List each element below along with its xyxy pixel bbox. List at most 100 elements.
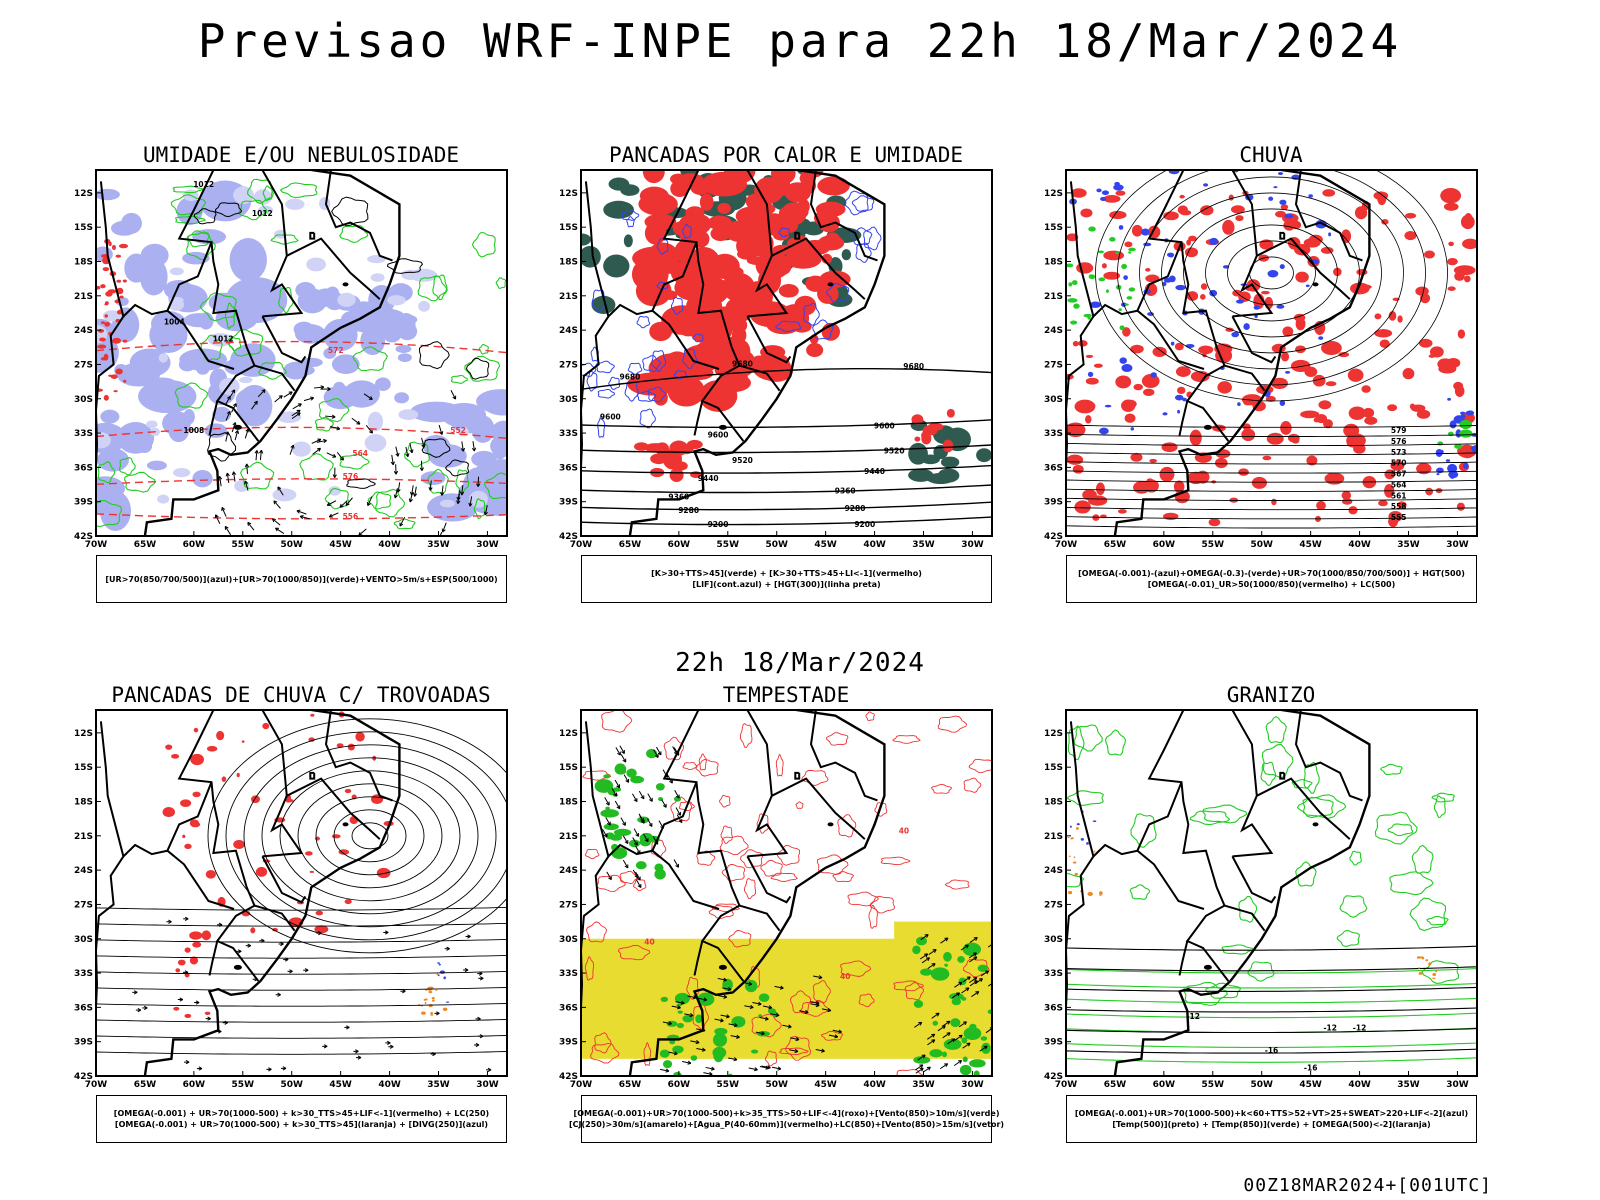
- wind-vector: [345, 497, 353, 506]
- political-border: [1294, 710, 1363, 802]
- instability-red: [817, 176, 850, 196]
- wind-vector: [461, 441, 464, 452]
- wind-vector: [951, 992, 960, 999]
- instability-red: [674, 240, 695, 262]
- streamline-arrow: [224, 1020, 229, 1025]
- wind-vector: [317, 447, 321, 452]
- instability-red: [911, 414, 924, 425]
- wind-vector: [290, 444, 295, 449]
- wind-vector: [983, 1045, 988, 1050]
- rain-red: [1282, 326, 1294, 337]
- rain-red: [1243, 400, 1254, 406]
- contour-label: 9200: [854, 520, 875, 529]
- precipitable-water-contour: [880, 856, 911, 866]
- wind-vector: [730, 1035, 740, 1038]
- instability-red: [642, 190, 673, 215]
- lake-marker: [827, 282, 834, 287]
- rain-red: [1378, 500, 1388, 507]
- political-border: [746, 710, 789, 858]
- humidity-contour-green: [97, 461, 116, 484]
- political-border: [1066, 315, 1095, 472]
- instability-red: [670, 180, 690, 198]
- wind-vector: [973, 977, 978, 981]
- temperature-850-contour: [1302, 794, 1347, 819]
- storm-red: [344, 899, 352, 905]
- thickness-contour: [96, 426, 507, 440]
- rain-blue: [1121, 363, 1133, 372]
- wind-vector: [421, 437, 425, 448]
- precipitable-water-contour: [801, 769, 829, 786]
- wind-vector: [327, 386, 331, 392]
- wind-vector: [619, 745, 625, 754]
- humidity-contour-green: [258, 362, 287, 380]
- wind-vector: [368, 396, 373, 400]
- contour-label: 564: [352, 449, 368, 458]
- contour-label: 570: [1391, 459, 1407, 468]
- wind-vector: [647, 793, 653, 802]
- humidity-fill: [367, 411, 384, 432]
- humidity-contour-green: [174, 382, 208, 409]
- lon-tick-label: 40W: [378, 540, 401, 550]
- humidity-fill: [272, 488, 297, 502]
- wind-vector: [768, 1005, 773, 1010]
- wind-vector: [720, 1014, 730, 1018]
- wind-850-green: [594, 779, 614, 793]
- wind-850-green: [609, 834, 623, 841]
- wind-vector: [231, 389, 236, 394]
- lat-tick-label: 30S: [559, 395, 578, 405]
- lat-tick-label: 21S: [559, 832, 578, 842]
- wind-vector: [261, 389, 266, 394]
- humidity-fill: [172, 468, 191, 478]
- humidity-contour-green: [455, 469, 470, 494]
- lat-tick-label: 18S: [1044, 258, 1063, 268]
- lon-tick-label: 45W: [814, 540, 837, 550]
- storm-orange: [423, 998, 427, 1001]
- precipitable-water-contour: [937, 715, 968, 733]
- lifted-index-contour: [586, 370, 598, 392]
- streamline-arrow: [318, 931, 322, 936]
- wind-850-green: [695, 1014, 703, 1024]
- red-cells: [100, 321, 106, 324]
- humidity-contour-green: [224, 302, 236, 330]
- temperature-850-contour: [1411, 844, 1434, 874]
- rain-red: [1346, 433, 1366, 448]
- wind-vector: [442, 522, 447, 533]
- wind-vector: [974, 978, 983, 985]
- lifted-index-contour: [597, 415, 606, 438]
- lat-tick-label: 36S: [559, 1003, 578, 1013]
- wind-vector: [339, 503, 344, 508]
- wind-vector: [980, 970, 989, 977]
- rain-red: [1364, 416, 1378, 425]
- contour-label: 1004: [164, 317, 185, 326]
- wind-vector: [468, 502, 473, 507]
- omega-orange: [1416, 956, 1422, 959]
- rain-blue: [1267, 270, 1279, 278]
- humidity-contour-green: [417, 275, 448, 302]
- political-border: [261, 315, 307, 364]
- rain-blue: [1104, 404, 1112, 408]
- streamline-arrow: [207, 1016, 211, 1021]
- lat-tick-label: 15S: [74, 223, 93, 233]
- wind-vector: [428, 487, 433, 491]
- wind-vector: [477, 476, 480, 487]
- lat-tick-label: 18S: [559, 798, 578, 808]
- wind-vector: [643, 833, 649, 843]
- lat-tick-label: 21S: [1044, 832, 1063, 842]
- lon-tick-label: 70W: [85, 540, 108, 550]
- precipitable-water-contour: [670, 796, 693, 822]
- rain-red: [1177, 205, 1188, 215]
- wind-vector: [395, 446, 399, 457]
- streamline-arrow: [477, 1016, 481, 1021]
- lifted-index-contour: [595, 360, 615, 374]
- rain-red: [1291, 437, 1300, 444]
- wind-vector: [705, 1066, 715, 1070]
- instability-red: [634, 442, 649, 451]
- precipitable-water-contour: [584, 848, 600, 860]
- wind-850-green: [920, 968, 933, 976]
- wind-vector: [815, 1049, 825, 1052]
- rain-green: [1071, 280, 1078, 286]
- instability-red: [644, 213, 677, 231]
- lat-tick-label: 18S: [1044, 798, 1063, 808]
- wind-850-green: [980, 1036, 988, 1041]
